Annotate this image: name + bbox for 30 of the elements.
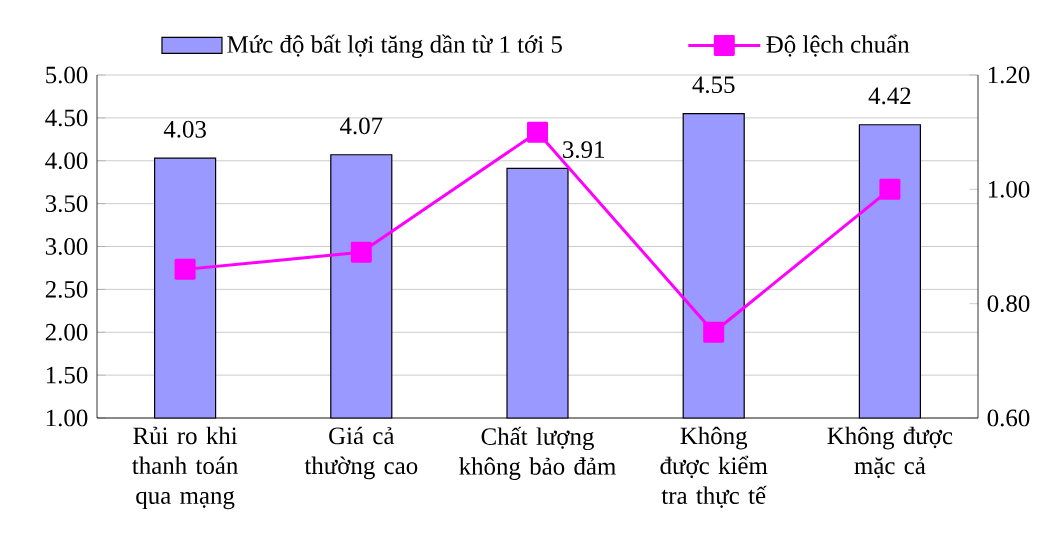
point	[527, 121, 549, 143]
legend-label: Mức độ bất lợi tăng dần từ 1 tới 5	[227, 34, 562, 58]
point	[879, 178, 901, 200]
y2-tick-label: 0.80	[987, 295, 1030, 313]
point	[703, 321, 725, 343]
x-tick-label: Không được kiểm tra thực tế	[660, 426, 768, 508]
x-tick-label: Rủi ro khi thanh toán qua mạng	[132, 426, 238, 510]
y2-tick-label: 1.00	[988, 180, 1030, 198]
y-tick-label: 4.50	[45, 109, 88, 127]
point	[350, 241, 372, 263]
legend-label: Độ lệch chuẩn	[766, 34, 910, 57]
y-tick-label: 2.00	[45, 323, 88, 341]
text: 4.07	[340, 117, 383, 135]
text: 4.55	[692, 76, 735, 94]
y-tick-label: 5.00	[46, 66, 88, 84]
point	[174, 258, 196, 280]
x-tick-label: Giá cả thường cao	[304, 426, 418, 480]
y2-tick-label: 1.20	[988, 66, 1030, 84]
y-tick-label: 1.00	[46, 409, 88, 427]
y-tick-label: 2.50	[45, 280, 88, 298]
text: 4.03	[163, 120, 206, 138]
text: 3.91	[563, 141, 604, 159]
y-tick-label: 4.00	[45, 152, 88, 170]
x-tick-label: Chất lượng không bảo đảm	[459, 426, 616, 480]
y2-tick-label: 0.60	[987, 409, 1030, 427]
y-tick-label: 3.00	[45, 238, 88, 255]
y-tick-label: 1.50	[46, 366, 88, 384]
y-tick-label: 3.50	[45, 195, 88, 213]
text: 4.42	[868, 87, 911, 105]
x-tick-label: Không được mặc cả	[827, 426, 953, 479]
